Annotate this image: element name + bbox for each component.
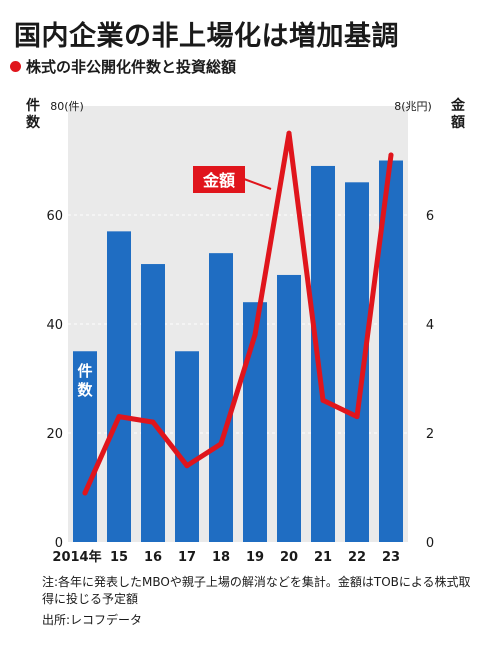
line-point-23	[388, 152, 394, 158]
bar-series-label-char: 件	[77, 362, 92, 380]
right-axis-title-char: 額	[450, 114, 465, 131]
left-axis-tick-label: 0	[55, 536, 63, 551]
line-series-amount	[82, 130, 394, 496]
left-axis-tick-label: 60	[46, 209, 63, 224]
bar-series-label-char: 数	[77, 381, 93, 399]
left-axis-unit: 80(件)	[50, 100, 84, 113]
line-series-label: 金額	[202, 171, 235, 190]
left-axis-tick-label: 40	[46, 318, 63, 333]
line-point-22	[354, 414, 360, 420]
x-tick-label: 2014年	[52, 549, 101, 565]
line-point-17	[184, 463, 190, 469]
x-tick-label: 18	[212, 550, 230, 565]
left-axis-title-char: 数	[26, 114, 41, 131]
line-label-leader	[243, 178, 272, 190]
line-point-19	[252, 332, 258, 338]
x-tick-label: 23	[382, 550, 400, 565]
line-point-18	[218, 441, 224, 447]
right-axis-tick-label: 0	[426, 536, 434, 551]
right-axis-unit: 8(兆円)	[394, 100, 432, 113]
bar-18	[209, 253, 233, 542]
bar-16	[141, 264, 165, 542]
left-axis-title-char: 件	[26, 97, 40, 114]
right-axis-tick-label: 6	[426, 209, 434, 224]
right-axis-tick-label: 2	[426, 427, 434, 442]
chart-title: 国内企業の非上場化は増加基調	[14, 21, 399, 52]
line-point-16	[150, 419, 156, 425]
x-tick-label: 21	[314, 550, 332, 565]
x-tick-label: 15	[110, 550, 128, 565]
bar-15	[107, 231, 131, 542]
bar-20	[277, 274, 301, 542]
line-label-box	[193, 166, 245, 193]
bar-17	[175, 351, 199, 542]
line-point-21	[320, 397, 326, 403]
bullet-dot-icon	[10, 61, 21, 72]
x-tick-label: 17	[178, 550, 196, 565]
right-axis-title-char: 金	[450, 97, 466, 114]
right-axis-tick-label: 4	[426, 318, 434, 333]
x-tick-label: 19	[246, 550, 264, 565]
left-axis-tick-label: 20	[46, 427, 63, 442]
chart-note: 注:各年に発表したMBOや親子上場の解消などを集計。金額はTOBによる株式取得に…	[42, 575, 471, 606]
x-tick-label: 20	[280, 550, 298, 565]
subtitle-text: 株式の非公開化件数と投資総額	[26, 58, 237, 76]
chart-source: 出所:レコフデータ	[42, 613, 143, 627]
line-point-20	[286, 130, 292, 136]
x-tick-label: 22	[348, 550, 366, 565]
x-tick-label: 16	[144, 550, 162, 565]
line-point-15	[116, 414, 122, 420]
line-point-2014年	[82, 490, 88, 496]
chart-subtitle: 株式の非公開化件数と投資総額	[10, 56, 236, 77]
bar-2014年	[73, 351, 97, 542]
